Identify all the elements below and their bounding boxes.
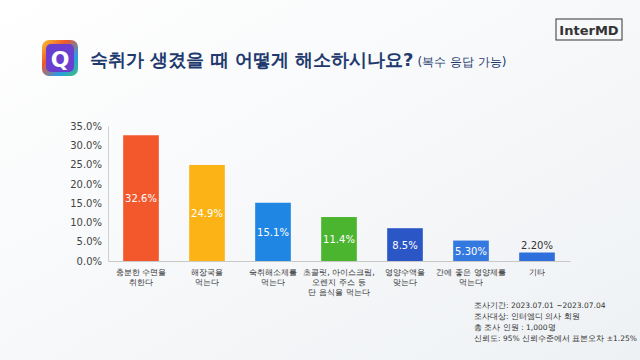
y-tick-label: 5.0% <box>77 236 102 247</box>
x-tick-label-line: 취한다 <box>129 278 153 287</box>
y-tick-label: 30.0% <box>70 140 102 151</box>
x-tick-label-line: 초콜릿, 아이스크림, <box>303 268 375 277</box>
x-tick-label-line: 충분한 수면을 <box>116 268 167 277</box>
x-tick-label-line: 먹는다 <box>261 278 285 287</box>
x-tick-label-line: 먹는다 <box>459 278 483 287</box>
y-tick: 15.0% <box>70 198 108 209</box>
bar <box>189 165 225 261</box>
bar <box>321 217 357 261</box>
note: 조사기간: 2023.07.01 ~2023.07.04 <box>474 301 606 310</box>
logo-frame <box>556 19 622 40</box>
icon-inner <box>46 44 74 72</box>
x-tick: 초콜릿, 아이스크림,오렌지 주스 등단 음식을 먹는다 <box>303 261 375 297</box>
y-tick-label: 10.0% <box>70 217 102 228</box>
x-tick-label-line: 영양수액을 <box>385 268 425 277</box>
x-tick-label-line: 간에 좋은 영양제를 <box>436 268 505 277</box>
logo: InterMD <box>559 23 618 38</box>
x-tick-label: 간에 좋은 영양제를먹는다 <box>436 268 505 287</box>
note: 신뢰도: 95% 신뢰수준에서 표본오차 ±1.25% <box>474 334 637 343</box>
x-tick-label: 영양수액을맞는다 <box>385 268 425 287</box>
bar <box>255 203 291 261</box>
x-tick-label: 충분한 수면을취한다 <box>116 268 167 287</box>
y-tick: 30.0% <box>70 140 108 151</box>
y-tick-label: 35.0% <box>70 121 102 132</box>
x-tick-label-line: 오렌지 주스 등 <box>312 278 365 287</box>
notes: 조사기간: 2023.07.01 ~2023.07.04 조사대상: 인터엠디 의… <box>474 301 637 343</box>
x-tick-label-line: 숙취해소제를 <box>249 268 297 277</box>
x-tick-label-line: 해장국을 <box>191 268 223 277</box>
y-tick: 5.0% <box>77 236 108 247</box>
chart: Q 숙취가 생겼을 때 어떻게 해소하시나요? (복수 응답 가능) InterMD 0… <box>0 0 640 360</box>
x-tick: 영양수액을맞는다 <box>385 261 425 287</box>
data-label: 32.6% <box>125 193 157 204</box>
icon: Q <box>42 40 78 76</box>
y-tick-label: 0.0% <box>77 256 102 267</box>
y-axis-line <box>108 127 109 262</box>
bar <box>519 253 555 261</box>
y-tick: 10.0% <box>70 217 108 228</box>
x-tick: 간에 좋은 영양제를먹는다 <box>436 261 505 287</box>
y-tick: 25.0% <box>70 159 108 170</box>
background <box>0 0 640 360</box>
bar <box>123 135 159 261</box>
x-tick-label-line: 기타 <box>529 268 545 277</box>
x-axis-line <box>109 261 571 262</box>
y-tick: 0.0% <box>77 256 108 267</box>
x-tick: 숙취해소제를먹는다 <box>249 261 297 287</box>
title: 숙취가 생겼을 때 어떻게 해소하시나요? (복수 응답 가능) <box>90 49 507 70</box>
x-tick-label-line: 먹는다 <box>195 278 219 287</box>
x-tick-label: 기타 <box>529 268 545 277</box>
data-label: 15.1% <box>257 227 289 238</box>
icon-text: Q <box>51 47 70 72</box>
x-tick-label-line: 단 음식을 먹는다 <box>308 288 369 297</box>
data-label: 24.9% <box>191 208 223 219</box>
note: 총 조사 인원 : 1,000명 <box>474 323 556 332</box>
data-labels: 32.6% 24.9% 15.1% 11.4% 8.5% 5.30% 2.20% <box>125 193 553 257</box>
x-tick-label-line: 맞는다 <box>393 278 417 287</box>
data-label: 8.5% <box>392 240 417 251</box>
y-tick-label: 20.0% <box>70 179 102 190</box>
y-tick-label: 15.0% <box>70 198 102 209</box>
x-tick: 해장국을먹는다 <box>191 261 223 287</box>
bar <box>453 241 489 261</box>
y-tick-label: 25.0% <box>70 159 102 170</box>
x-axis: 충분한 수면을취한다해장국을먹는다숙취해소제를먹는다초콜릿, 아이스크림,오렌지… <box>109 261 571 297</box>
icon-frame <box>42 40 78 76</box>
subtitle-text: (복수 응답 가능) <box>418 55 507 69</box>
data-label: 11.4% <box>323 234 355 245</box>
y-tick: 35.0% <box>70 121 108 132</box>
x-tick-label: 숙취해소제를먹는다 <box>249 268 297 287</box>
bars <box>123 135 555 261</box>
x-tick-label: 초콜릿, 아이스크림,오렌지 주스 등단 음식을 먹는다 <box>303 268 375 297</box>
bar <box>387 228 423 261</box>
y-axis: 0.0% 5.0% 10.0% 15.0% 20.0% 25.0% 30.0% 35.0% <box>70 121 108 267</box>
x-tick: 기타 <box>529 261 545 277</box>
note: 조사대상: 인터엠디 의사 회원 <box>474 312 580 321</box>
x-tick: 충분한 수면을취한다 <box>116 261 167 287</box>
data-label: 5.30% <box>455 246 487 257</box>
y-tick: 20.0% <box>70 179 108 190</box>
title-text: 숙취가 생겼을 때 어떻게 해소하시나요? <box>90 49 414 70</box>
x-tick-label: 해장국을먹는다 <box>191 268 223 287</box>
data-label: 2.20% <box>521 240 553 251</box>
